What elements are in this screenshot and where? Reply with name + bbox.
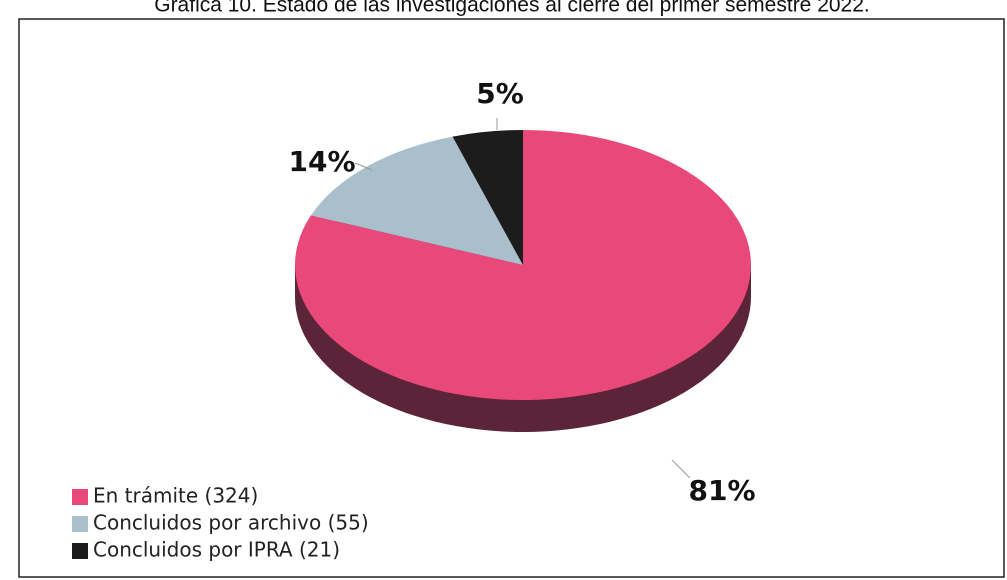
legend-swatch [72, 516, 88, 532]
chart-title: Gráfica 10. Estado de las investigacione… [154, 0, 870, 17]
legend-swatch [72, 489, 88, 505]
legend-label: Concluidos por archivo (55) [93, 511, 369, 535]
pie-slice [452, 130, 523, 265]
leader-line [671, 459, 691, 479]
data-label: 81% [688, 474, 755, 507]
leader-line [354, 162, 373, 171]
data-label: 14% [288, 145, 355, 178]
legend-swatch [72, 543, 88, 559]
pie-slice [294, 130, 751, 400]
legend-label: Concluidos por IPRA (21) [93, 538, 340, 562]
legend-label: En trámite (324) [93, 484, 258, 508]
pie-slice [311, 136, 523, 265]
data-label: 5% [476, 77, 524, 110]
